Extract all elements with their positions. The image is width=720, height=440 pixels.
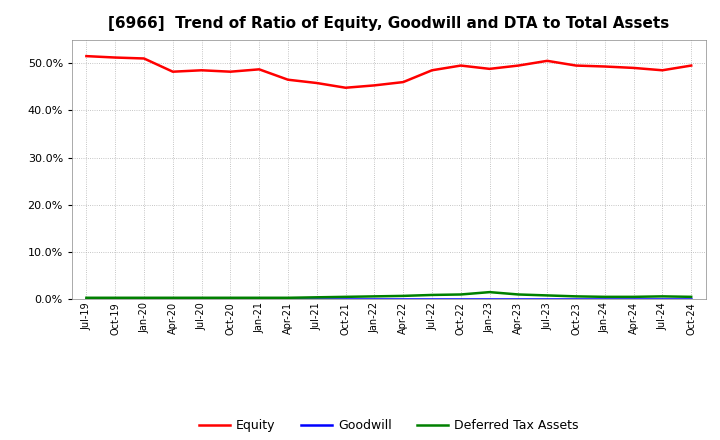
Equity bbox=[600, 64, 609, 69]
Equity bbox=[140, 56, 148, 61]
Goodwill bbox=[197, 296, 206, 301]
Equity bbox=[341, 85, 350, 90]
Goodwill bbox=[111, 296, 120, 301]
Title: [6966]  Trend of Ratio of Equity, Goodwill and DTA to Total Assets: [6966] Trend of Ratio of Equity, Goodwil… bbox=[108, 16, 670, 32]
Equity bbox=[485, 66, 494, 72]
Deferred Tax Assets bbox=[572, 294, 580, 299]
Deferred Tax Assets bbox=[312, 295, 321, 300]
Line: Deferred Tax Assets: Deferred Tax Assets bbox=[86, 292, 691, 298]
Deferred Tax Assets bbox=[168, 295, 177, 301]
Equity bbox=[226, 69, 235, 74]
Legend: Equity, Goodwill, Deferred Tax Assets: Equity, Goodwill, Deferred Tax Assets bbox=[194, 414, 584, 437]
Deferred Tax Assets bbox=[140, 295, 148, 301]
Equity bbox=[370, 83, 379, 88]
Goodwill bbox=[428, 296, 436, 301]
Equity bbox=[572, 63, 580, 68]
Deferred Tax Assets bbox=[687, 294, 696, 300]
Equity bbox=[197, 68, 206, 73]
Goodwill bbox=[312, 296, 321, 301]
Deferred Tax Assets bbox=[226, 295, 235, 301]
Deferred Tax Assets bbox=[514, 292, 523, 297]
Deferred Tax Assets bbox=[485, 290, 494, 295]
Goodwill bbox=[600, 296, 609, 301]
Goodwill bbox=[543, 296, 552, 301]
Goodwill bbox=[82, 296, 91, 301]
Goodwill bbox=[370, 296, 379, 301]
Deferred Tax Assets bbox=[111, 295, 120, 301]
Equity bbox=[543, 58, 552, 63]
Deferred Tax Assets bbox=[82, 295, 91, 301]
Goodwill bbox=[629, 296, 638, 301]
Deferred Tax Assets bbox=[399, 293, 408, 298]
Equity bbox=[514, 63, 523, 68]
Goodwill bbox=[514, 296, 523, 301]
Equity bbox=[284, 77, 292, 82]
Goodwill bbox=[485, 296, 494, 301]
Goodwill bbox=[284, 296, 292, 301]
Equity bbox=[255, 67, 264, 72]
Equity bbox=[456, 63, 465, 68]
Deferred Tax Assets bbox=[255, 295, 264, 301]
Deferred Tax Assets bbox=[428, 292, 436, 297]
Deferred Tax Assets bbox=[456, 292, 465, 297]
Goodwill bbox=[399, 296, 408, 301]
Goodwill bbox=[140, 296, 148, 301]
Deferred Tax Assets bbox=[600, 294, 609, 300]
Goodwill bbox=[687, 296, 696, 301]
Equity bbox=[687, 63, 696, 68]
Deferred Tax Assets bbox=[197, 295, 206, 301]
Goodwill bbox=[226, 296, 235, 301]
Goodwill bbox=[658, 296, 667, 301]
Equity bbox=[111, 55, 120, 60]
Equity bbox=[399, 80, 408, 85]
Goodwill bbox=[168, 296, 177, 301]
Goodwill bbox=[341, 296, 350, 301]
Equity bbox=[168, 69, 177, 74]
Equity bbox=[428, 68, 436, 73]
Goodwill bbox=[456, 296, 465, 301]
Deferred Tax Assets bbox=[629, 294, 638, 300]
Deferred Tax Assets bbox=[284, 295, 292, 301]
Goodwill bbox=[572, 296, 580, 301]
Equity bbox=[658, 68, 667, 73]
Deferred Tax Assets bbox=[370, 294, 379, 299]
Deferred Tax Assets bbox=[543, 293, 552, 298]
Equity bbox=[82, 54, 91, 59]
Equity bbox=[312, 81, 321, 86]
Line: Equity: Equity bbox=[86, 56, 691, 88]
Deferred Tax Assets bbox=[658, 294, 667, 299]
Goodwill bbox=[255, 296, 264, 301]
Equity bbox=[629, 65, 638, 70]
Deferred Tax Assets bbox=[341, 294, 350, 300]
